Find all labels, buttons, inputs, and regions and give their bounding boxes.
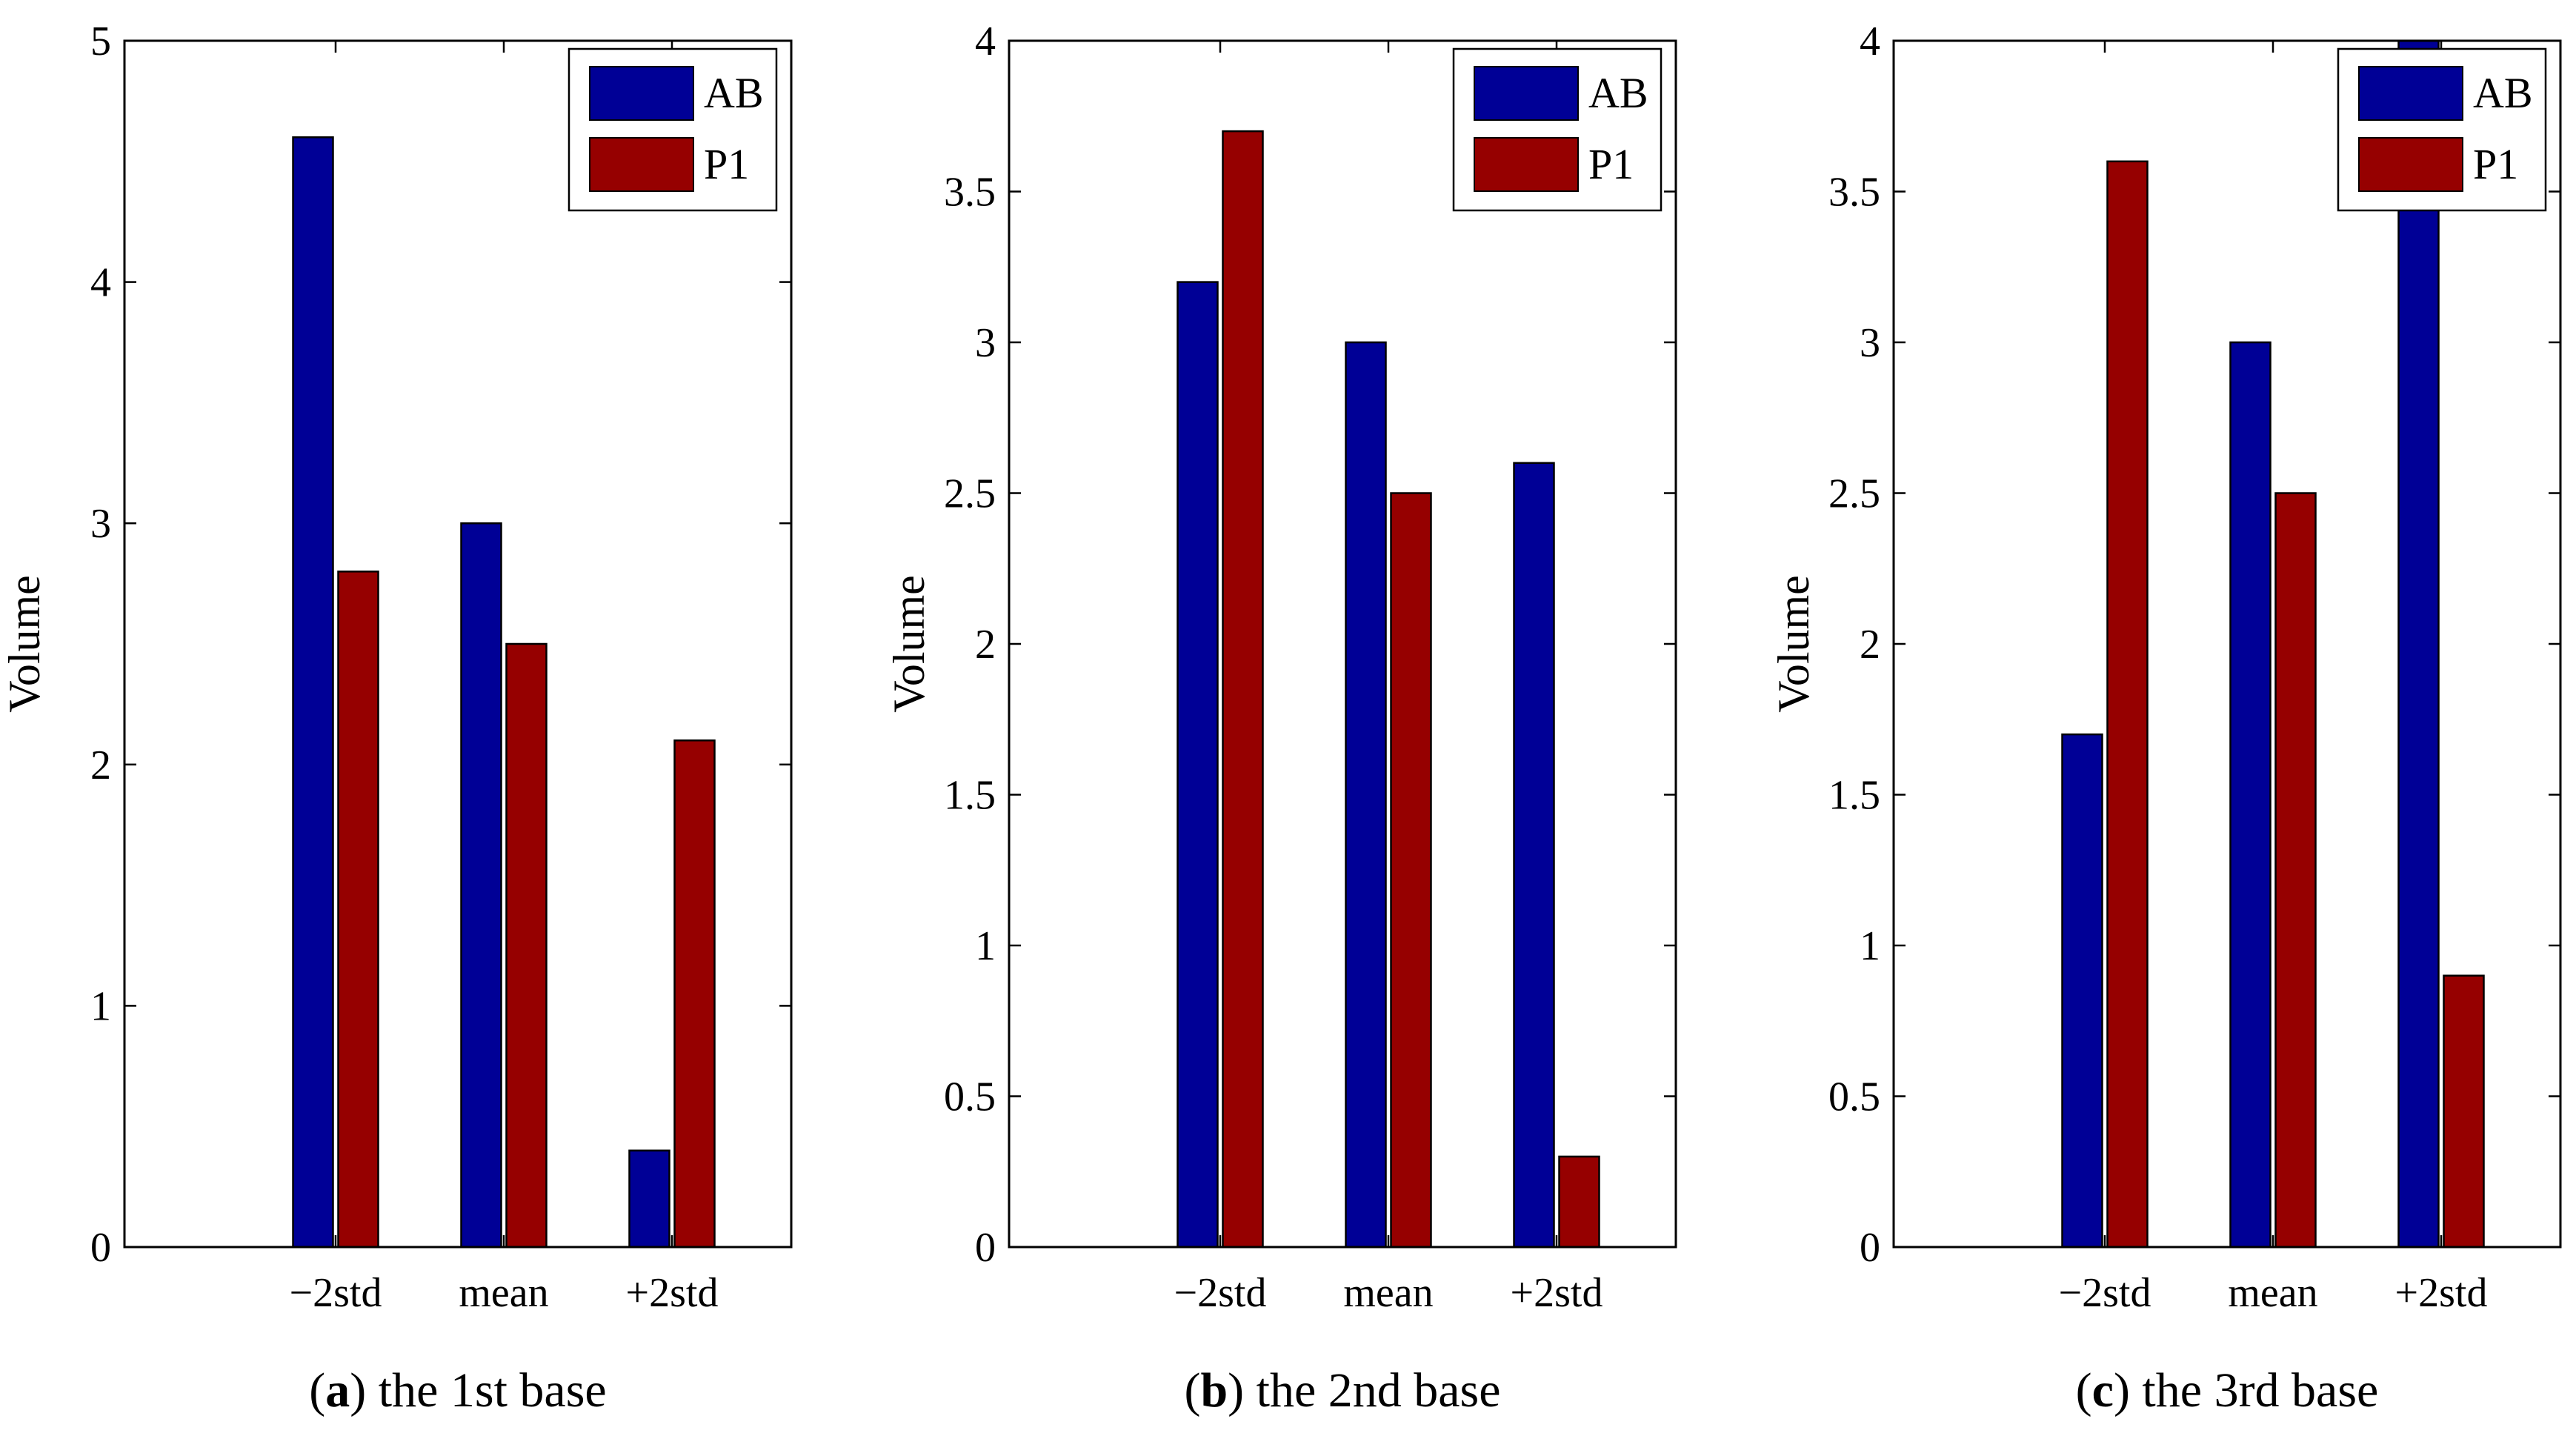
bar-p1-1 — [1222, 130, 1264, 1249]
bar-ab-3 — [1513, 462, 1555, 1249]
bar-p1-1 — [337, 571, 379, 1249]
x-tick-label: +2std — [626, 1270, 719, 1316]
legend-swatch-p1 — [1474, 137, 1579, 192]
y-axis-title: Volume — [0, 575, 49, 713]
y-tick-label: 1 — [975, 923, 996, 969]
y-tick-label: 1.5 — [1828, 773, 1880, 819]
panel-caption: (a) the 1st base — [309, 1363, 606, 1417]
chart-panel-b: 0 0.5 1 1.5 2 2.5 3 3.5 4 −2std mean +2std Volume AB P… — [885, 19, 1677, 1417]
bar-ab-2 — [2229, 341, 2272, 1249]
x-tick-label: −2std — [2059, 1270, 2151, 1316]
legend-label-ab: AB — [2473, 69, 2533, 117]
legend-label-p1: P1 — [1588, 140, 1634, 188]
panel-caption: (b) the 2nd base — [1184, 1363, 1500, 1417]
x-tick-label: +2std — [1511, 1270, 1603, 1316]
bar-p1-2 — [1390, 492, 1432, 1249]
y-tick-label: 1 — [1860, 923, 1880, 969]
y-tick-label: 2.5 — [1828, 471, 1880, 517]
bar-p1-1 — [2106, 160, 2149, 1249]
y-tick-label: 4 — [1860, 19, 1880, 64]
y-tick-label: 2 — [975, 622, 996, 668]
y-tick-label: 2 — [90, 742, 111, 788]
y-tick-label: 3 — [90, 501, 111, 547]
y-tick-label: 5 — [90, 19, 111, 64]
bar-ab-1 — [1176, 281, 1219, 1249]
bar-ab-1 — [292, 136, 334, 1249]
legend-label-ab: AB — [704, 69, 764, 117]
x-tick-label: −2std — [290, 1270, 382, 1316]
legend-label-p1: P1 — [2473, 140, 2518, 188]
y-tick-label: 3.5 — [1828, 170, 1880, 216]
legend: AB P1 — [2337, 47, 2547, 212]
axes-box — [1008, 39, 1677, 1249]
y-tick-label: 3 — [1860, 320, 1880, 366]
x-tick-label: mean — [1343, 1270, 1433, 1316]
legend-swatch-ab — [2358, 66, 2463, 121]
y-tick-label: 4 — [975, 19, 996, 64]
legend-swatch-ab — [589, 66, 694, 121]
y-axis-title: Volume — [885, 575, 933, 713]
y-tick-label: 2 — [1860, 622, 1880, 668]
y-tick-label: 0 — [975, 1225, 996, 1271]
y-tick-label: 3 — [975, 320, 996, 366]
legend-label-p1: P1 — [704, 140, 749, 188]
bar-ab-1 — [2061, 733, 2103, 1249]
bar-ab-3 — [2397, 39, 2440, 1249]
chart-panel-c: 0 0.5 1 1.5 2 2.5 3 3.5 4 −2std mean +2std Volume AB P… — [1769, 19, 2562, 1417]
bar-p1-2 — [2274, 492, 2317, 1249]
y-axis-title: Volume — [1769, 575, 1818, 713]
x-tick-label: −2std — [1174, 1270, 1267, 1316]
y-tick-label: 1.5 — [944, 773, 996, 819]
legend-swatch-ab — [1474, 66, 1579, 121]
bar-ab-2 — [1345, 341, 1387, 1249]
y-tick-label: 2.5 — [944, 471, 996, 517]
x-tick-label: mean — [459, 1270, 548, 1316]
chart-panel-a: 0 1 2 3 4 5 −2std mean +2std Volume AB P1 (a) the 1s… — [0, 19, 793, 1417]
axes-box — [123, 39, 793, 1249]
y-tick-label: 0.5 — [944, 1074, 996, 1120]
x-tick-label: +2std — [2395, 1270, 2488, 1316]
y-tick-label: 3.5 — [944, 170, 996, 216]
x-tick-label: mean — [2228, 1270, 2317, 1316]
legend-swatch-p1 — [589, 137, 694, 192]
legend: AB P1 — [568, 47, 778, 212]
bar-p1-3 — [673, 739, 716, 1249]
legend: AB P1 — [1452, 47, 1663, 212]
y-tick-label: 0 — [90, 1225, 111, 1271]
y-tick-label: 0 — [1860, 1225, 1880, 1271]
y-tick-label: 0.5 — [1828, 1074, 1880, 1120]
bar-ab-2 — [460, 522, 502, 1249]
legend-label-ab: AB — [1588, 69, 1648, 117]
y-tick-label: 1 — [90, 983, 111, 1029]
bar-ab-3 — [628, 1149, 670, 1249]
bar-p1-3 — [2443, 974, 2485, 1249]
bar-p1-2 — [505, 642, 548, 1249]
y-tick-label: 4 — [90, 260, 111, 306]
bar-p1-3 — [1558, 1155, 1600, 1249]
legend-swatch-p1 — [2358, 137, 2463, 192]
panel-caption: (c) the 3rd base — [2076, 1363, 2379, 1417]
